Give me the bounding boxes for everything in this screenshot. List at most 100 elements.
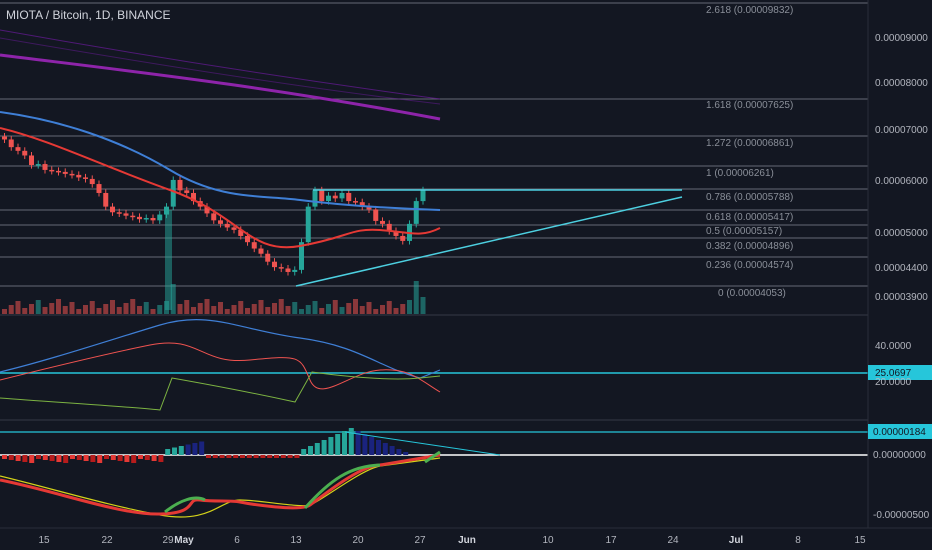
- volume-bar: [177, 304, 183, 314]
- volume-bar: [143, 302, 149, 314]
- volume-bar: [83, 305, 88, 314]
- macd-hist-bar: [165, 449, 171, 455]
- macd-hist-bar: [22, 455, 28, 462]
- volume-bar: [150, 309, 156, 314]
- macd-hist-bar: [212, 455, 218, 458]
- candle-body: [184, 190, 190, 193]
- support-trendline: [295, 196, 683, 287]
- candle-body: [231, 227, 237, 230]
- indicator-pane[interactable]: [0, 319, 868, 411]
- volume-bar: [278, 299, 284, 314]
- time-axis[interactable]: 15 22 29 May 6 13 20 27 Jun 10 17 24 Jul…: [38, 535, 866, 546]
- price-tick-label: 0.00005000: [875, 228, 928, 239]
- candle-body: [110, 206, 115, 213]
- macd-hist-bar: [348, 428, 354, 455]
- macd-line-green: [164, 450, 441, 514]
- candle-body: [35, 164, 41, 166]
- macd-hist-bar: [362, 434, 368, 455]
- volume-bar: [393, 308, 399, 314]
- candle-body: [143, 218, 149, 220]
- candle-body: [373, 209, 379, 221]
- macd-hist-bar: [355, 431, 361, 455]
- macd-hist-bar: [104, 455, 109, 459]
- macd-hist-bar: [29, 455, 35, 463]
- time-tick-label: 27: [414, 535, 426, 546]
- volume-bar: [197, 303, 203, 314]
- volume-bar: [170, 284, 176, 314]
- candle-body: [137, 216, 142, 220]
- volume-spike-bar: [165, 210, 172, 310]
- price-pane[interactable]: [0, 29, 683, 314]
- volume-bar: [184, 300, 190, 314]
- volume-bar: [123, 303, 129, 314]
- macd-hist-bar: [280, 455, 286, 458]
- volume-bar: [346, 303, 352, 314]
- volume-bar: [305, 305, 311, 314]
- candle-body: [278, 267, 284, 269]
- price-scale[interactable]: 0.00009000 0.00008000 0.00007000 0.00006…: [868, 33, 932, 521]
- macd-line-red: [0, 453, 441, 516]
- volume-bar: [258, 300, 264, 314]
- time-tick-label: Jul: [729, 535, 744, 546]
- macd-value-label: 0.00000184: [873, 427, 926, 438]
- macd-hist-bar: [2, 455, 7, 459]
- price-tick-label: 0.00003900: [875, 292, 928, 303]
- adx-line: [0, 319, 441, 379]
- time-tick-label: 22: [101, 535, 113, 546]
- volume-bar: [400, 304, 406, 314]
- candle-body: [130, 215, 136, 218]
- macd-hist-bar: [117, 455, 123, 461]
- volume-bar: [312, 301, 318, 314]
- macd-pane[interactable]: [0, 428, 868, 518]
- indicator-tick-label: 20.0000: [875, 377, 912, 388]
- candle-body: [359, 202, 365, 207]
- volume-bar: [386, 301, 392, 314]
- macd-hist-bar: [42, 455, 48, 460]
- candle-body: [177, 179, 183, 191]
- macd-hist-bar: [172, 447, 177, 455]
- candle-body: [15, 147, 21, 151]
- price-tick-label: 0.00006000: [875, 176, 928, 187]
- candle-body: [211, 213, 217, 221]
- macd-hist-bar: [83, 455, 89, 461]
- macd-hist-bar: [56, 455, 62, 462]
- candle-body: [420, 190, 426, 202]
- volume-bar: [319, 308, 325, 314]
- macd-hist-bar: [301, 449, 307, 455]
- candle-body: [204, 206, 210, 214]
- volume-bar: [366, 302, 372, 314]
- ma-fast-line: [0, 127, 441, 249]
- candle-body: [339, 192, 345, 199]
- fib-label: 0.382 (0.00004896): [706, 241, 793, 252]
- macd-value-badge: [868, 424, 932, 439]
- macd-hist-bar: [63, 455, 69, 463]
- macd-hist-bar: [308, 446, 313, 455]
- ma-slow-line: [0, 111, 441, 211]
- fib-label: 0.786 (0.00005788): [706, 192, 793, 203]
- fib-label: 2.618 (0.00009832): [706, 5, 793, 16]
- candle-body: [116, 212, 122, 214]
- candle-body: [380, 220, 385, 224]
- macd-hist-bar: [246, 455, 252, 458]
- indicator-tick-label: 40.0000: [875, 341, 912, 352]
- volume-bar: [204, 299, 210, 314]
- macd-hist-bar: [267, 455, 273, 458]
- candle-body: [76, 174, 82, 178]
- candle-body: [366, 206, 372, 210]
- candle-body: [123, 213, 129, 216]
- volume-bar: [359, 306, 365, 314]
- macd-hist-bar: [328, 437, 334, 455]
- ma-long-line: [0, 53, 441, 121]
- candle-body: [319, 190, 325, 202]
- candle-body: [8, 139, 14, 148]
- time-tick-label: 24: [667, 535, 679, 546]
- macd-hist-bar: [240, 455, 245, 458]
- volume-bar: [380, 305, 385, 314]
- macd-hist-bar: [124, 455, 130, 462]
- candle-body: [258, 248, 264, 254]
- volume-bar: [231, 305, 237, 314]
- price-tick-label: 0.00007000: [875, 125, 928, 136]
- volume-bar: [35, 300, 41, 314]
- macd-hist-bar: [70, 455, 75, 459]
